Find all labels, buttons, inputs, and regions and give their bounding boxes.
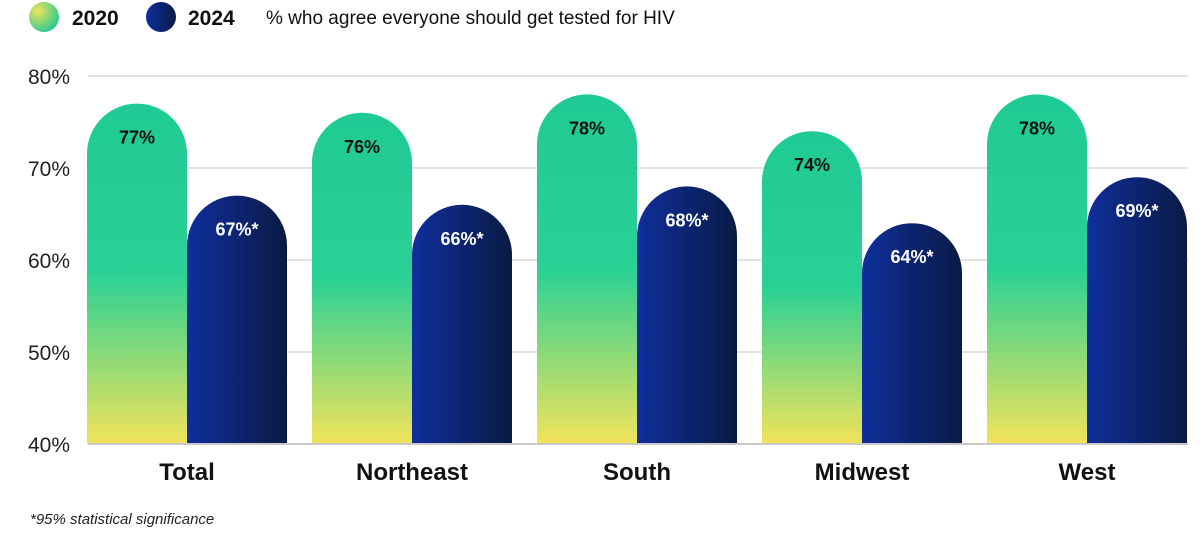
category-label-south: South: [603, 459, 671, 486]
x-axis-categories: Total Northeast South Midwest West: [159, 459, 1115, 486]
data-label-west-2020: 78%: [1019, 118, 1055, 138]
bar-total-2020: [87, 103, 187, 444]
bar-west-2020: [987, 94, 1087, 444]
data-label-total-2024: 67%*: [215, 220, 258, 240]
y-tick-label: 80%: [28, 66, 70, 89]
bar-south-2024: [637, 186, 737, 445]
legend-label-2024: 2024: [188, 7, 235, 30]
category-label-northeast: Northeast: [356, 459, 468, 486]
bars: [87, 94, 1187, 445]
data-label-northeast-2020: 76%: [344, 137, 380, 157]
data-label-midwest-2024: 64%*: [890, 247, 933, 267]
legend-swatch-2020: [29, 2, 59, 32]
bar-south-2020: [537, 94, 637, 444]
y-tick-label: 40%: [28, 434, 70, 457]
legend: 2020 2024: [29, 2, 235, 32]
bar-total-2024: [187, 195, 287, 444]
data-label-northeast-2024: 66%*: [440, 229, 483, 249]
category-label-total: Total: [159, 459, 215, 486]
bar-midwest-2020: [762, 131, 862, 444]
legend-label-2020: 2020: [72, 7, 119, 30]
data-label-south-2024: 68%*: [665, 210, 708, 230]
category-label-midwest: Midwest: [815, 459, 910, 486]
y-tick-label: 60%: [28, 250, 70, 273]
bar-midwest-2024: [862, 223, 962, 444]
chart-title: % who agree everyone should get tested f…: [266, 8, 675, 29]
category-label-west: West: [1059, 459, 1116, 486]
bar-northeast-2020: [312, 112, 412, 445]
data-label-south-2020: 78%: [569, 118, 605, 138]
footnote: *95% statistical significance: [30, 511, 215, 528]
legend-swatch-2024: [146, 2, 176, 32]
data-labels: 77% 67%* 76% 66%* 78% 68%* 74% 64%* 78% 69%*: [119, 118, 1159, 267]
data-label-midwest-2020: 74%: [794, 155, 830, 175]
y-axis-ticks: 80% 70% 60% 50% 40%: [28, 66, 70, 457]
bar-northeast-2024: [412, 204, 512, 444]
y-tick-label: 70%: [28, 158, 70, 181]
y-tick-label: 50%: [28, 342, 70, 365]
bar-west-2024: [1087, 177, 1187, 444]
data-label-total-2020: 77%: [119, 128, 155, 148]
data-label-west-2024: 69%*: [1115, 201, 1158, 221]
